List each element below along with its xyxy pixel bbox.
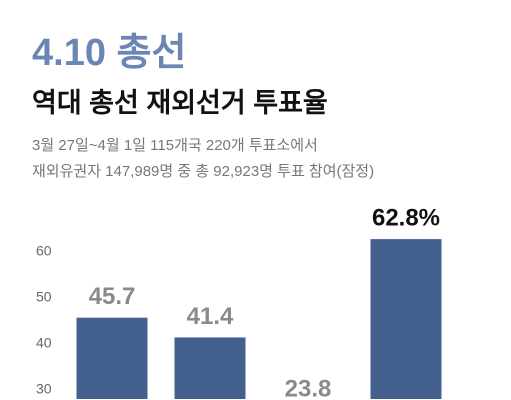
bar (76, 317, 148, 399)
value-label: 23.8 (285, 375, 332, 400)
bar (174, 337, 246, 399)
y-tick-label: 60 (36, 243, 52, 259)
description: 재외유권자 147,989명 중 총 92,923명 투표 참여(잠정) (32, 163, 374, 180)
bar (370, 239, 442, 399)
headline: 4.10 총선 (32, 32, 186, 74)
y-tick-label: 40 (36, 335, 52, 351)
value-label: 45.7 (89, 283, 136, 310)
y-tick-label: 30 (36, 381, 52, 397)
chart-title: 역대 총선 재외선거 투표율 (32, 88, 328, 118)
description: 3월 27일~4월 1일 115개국 220개 투표소에서 (32, 137, 318, 154)
value-label: 41.4 (187, 303, 234, 330)
y-tick-label: 50 (36, 289, 52, 305)
value-label: 62.8% (372, 204, 440, 231)
